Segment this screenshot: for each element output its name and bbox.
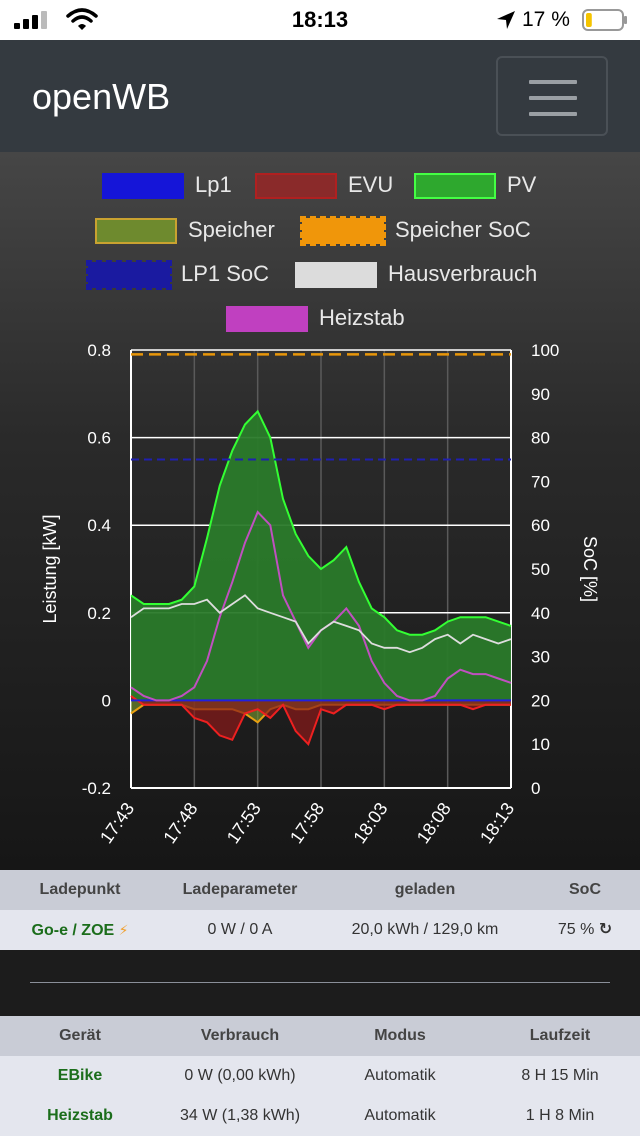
navbar: openWB	[0, 40, 640, 152]
geladen-value: 20,0 kWh / 129,0 km	[351, 921, 499, 938]
y2-tick-label: 40	[531, 604, 550, 623]
x-tick-label: 18:03	[349, 799, 391, 847]
x-tick-label: 17:48	[159, 799, 201, 847]
legend-label: LP1 SoC	[181, 261, 270, 286]
ladeparameter-value: 0 W / 0 A	[207, 921, 273, 938]
header-soc: SoC	[569, 881, 601, 898]
device-consumption: 34 W (1,38 kWh)	[179, 1107, 301, 1124]
legend-label: PV	[507, 172, 537, 197]
x-tick-label: 17:58	[286, 799, 328, 847]
legend-label: Heizstab	[319, 305, 405, 330]
y2-tick-label: 10	[531, 735, 550, 754]
power-chart: Lp1 EVU PV Speicher Speicher SoC LP1 SoC Hausv…	[0, 152, 640, 870]
status-bar: 18:13 17 %	[0, 0, 640, 40]
signal-icon	[14, 11, 47, 29]
x-tick-label: 18:13	[476, 799, 518, 847]
series-evu-line	[130, 695, 511, 747]
legend-label: Speicher	[188, 217, 275, 242]
legend-swatch	[102, 173, 184, 199]
series-hausverbrauch-line	[130, 594, 512, 654]
header-modus: Modus	[374, 1027, 426, 1044]
x-tick-label: 17:43	[96, 799, 138, 847]
y2-tick-label: 60	[531, 516, 550, 535]
y2-tick-label: 70	[531, 472, 550, 491]
x-tick-label: 18:08	[413, 799, 455, 847]
header-verbrauch: Verbrauch	[200, 1027, 280, 1044]
table-header: Ladepunkt Ladeparameter geladen SoC	[0, 870, 640, 910]
device-mode[interactable]: Automatik	[364, 1107, 436, 1124]
series-pv-line	[130, 409, 512, 636]
y-tick-label: 0	[102, 691, 111, 710]
y2-tick-label: 30	[531, 648, 550, 667]
legend-swatch	[95, 218, 177, 244]
legend-swatch	[86, 260, 172, 290]
device-runtime: 8 H 15 Min	[521, 1067, 599, 1084]
header-ladepunkt: Ladepunkt	[39, 881, 121, 898]
y-tick-label: 0.6	[87, 429, 111, 448]
soc-value: 75 % ↻	[530, 910, 640, 950]
y2-tick-label: 0	[531, 779, 540, 798]
y2-tick-label: 90	[531, 385, 550, 404]
y-tick-label: 0.4	[87, 516, 111, 535]
battery-percent: 17 %	[522, 8, 570, 31]
clock: 18:13	[291, 7, 349, 32]
series-pv-area	[131, 411, 511, 701]
wifi-icon	[66, 8, 98, 30]
ladepunkt-name-label: Go-e / ZOE	[31, 922, 115, 939]
x-tick-label: 17:53	[223, 799, 265, 847]
legend-swatch	[295, 262, 377, 288]
section-divider	[0, 950, 640, 1016]
y2-tick-label: 80	[531, 429, 550, 448]
y-axis-label: Leistung [kW]	[40, 514, 60, 623]
legend-swatch	[255, 173, 337, 199]
table-row: Heizstab 34 W (1,38 kWh) Automatik 1 H 8…	[0, 1096, 640, 1136]
header-geraet: Gerät	[59, 1027, 101, 1044]
device-name[interactable]: EBike	[57, 1067, 103, 1084]
y2-tick-label: 50	[531, 560, 550, 579]
legend-label: EVU	[348, 172, 394, 197]
chart-canvas: 0.80.60.40.20-0.210090807060504030201001…	[40, 341, 600, 847]
legend-swatch	[300, 216, 386, 246]
y2-tick-label: 20	[531, 691, 550, 710]
device-mode[interactable]: Automatik	[364, 1067, 436, 1084]
location-arrow-icon	[497, 11, 515, 29]
y2-axis-label: SoC [%]	[580, 536, 600, 602]
divider-line	[30, 982, 610, 983]
soc-value-label: 75 %	[557, 921, 595, 938]
legend-swatch	[414, 173, 496, 199]
legend-label: Lp1	[195, 172, 232, 197]
refresh-icon[interactable]: ↻	[598, 921, 613, 938]
y-tick-label: -0.2	[82, 779, 111, 798]
device-name[interactable]: Heizstab	[47, 1107, 113, 1124]
table-header: Gerät Verbrauch Modus Laufzeit	[0, 1016, 640, 1056]
legend-label: Hausverbrauch	[388, 261, 538, 286]
legend-swatch	[226, 306, 308, 332]
header-laufzeit: Laufzeit	[529, 1027, 591, 1044]
device-runtime: 1 H 8 Min	[525, 1107, 595, 1124]
header-ladeparameter: Ladeparameter	[182, 881, 298, 898]
ladepunkt-name[interactable]: Go-e / ZOE ⚡	[0, 910, 160, 950]
legend-label: Speicher SoC	[395, 217, 531, 242]
brand-title[interactable]: openWB	[32, 76, 171, 117]
table-row: Go-e / ZOE ⚡ 0 W / 0 A 20,0 kWh / 129,0 …	[0, 910, 640, 950]
y-tick-label: 0.2	[87, 604, 111, 623]
header-geladen: geladen	[394, 881, 456, 898]
series-evu-area	[131, 696, 511, 745]
y2-tick-label: 100	[531, 341, 559, 360]
battery-icon	[582, 9, 627, 31]
device-consumption: 0 W (0,00 kWh)	[184, 1067, 296, 1084]
table-row: EBike 0 W (0,00 kWh) Automatik 8 H 15 Mi…	[0, 1056, 640, 1096]
y-tick-label: 0.8	[87, 341, 111, 360]
plug-icon: ⚡	[118, 922, 129, 938]
hamburger-menu-icon[interactable]	[496, 56, 608, 136]
